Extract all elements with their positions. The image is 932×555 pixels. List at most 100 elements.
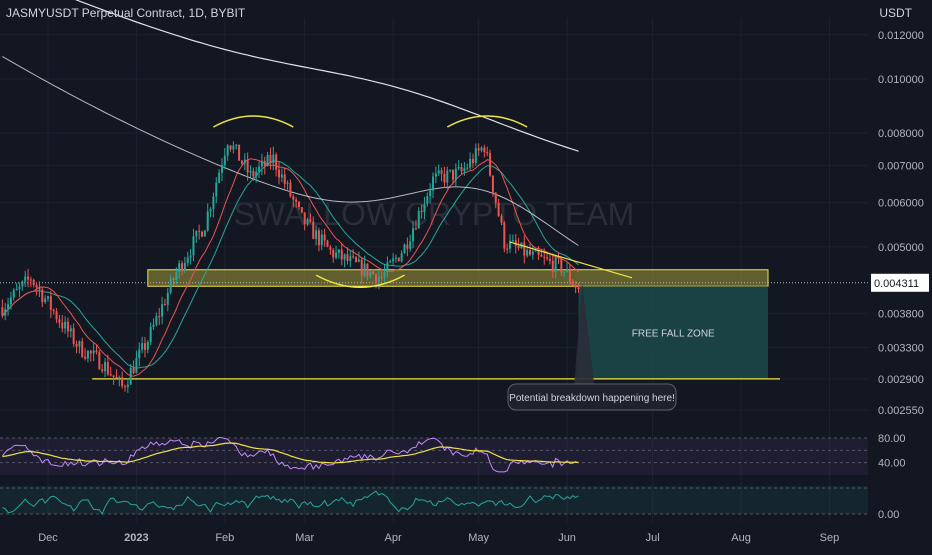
candle-body — [69, 328, 72, 332]
candle-body — [209, 208, 212, 212]
time-axis: Dec 2023 Feb Mar Apr May Jun Jul Aug Sep — [38, 532, 839, 544]
candle-body — [420, 210, 423, 213]
candle-body — [343, 254, 346, 260]
candle-body — [571, 281, 574, 285]
candle-body — [551, 260, 554, 273]
candle-body — [566, 269, 569, 272]
rsi-band — [0, 438, 868, 475]
price-tick-label: 0.008000 — [878, 128, 924, 140]
candle-body — [129, 368, 132, 385]
candle-body — [577, 287, 580, 290]
candle-body — [534, 250, 537, 252]
candle-body — [474, 148, 477, 164]
candle-body — [306, 219, 309, 225]
candle-body — [480, 147, 483, 151]
osc-band — [0, 486, 868, 514]
candle-body — [332, 249, 335, 258]
candle-body — [446, 170, 449, 183]
candle-body — [346, 254, 349, 261]
candle-body — [374, 274, 377, 283]
candle-body — [52, 309, 55, 312]
candle-body — [309, 219, 312, 222]
candle-body — [75, 343, 78, 347]
candle-body — [138, 349, 141, 359]
currency-label: USDT — [879, 6, 912, 20]
free-fall-zone-label: FREE FALL ZONE — [632, 329, 715, 340]
oscillator-panel: 0.00 — [0, 486, 899, 521]
candle-body — [463, 168, 466, 172]
left-shoulder-arc — [213, 115, 294, 128]
candle-body — [383, 272, 386, 278]
price-tick-label: 0.006000 — [878, 198, 924, 210]
candle-body — [449, 169, 452, 171]
candle-body — [537, 250, 540, 255]
time-tick-label: Jun — [558, 532, 576, 544]
candle-body — [243, 159, 246, 164]
candle-body — [363, 263, 366, 276]
candle-body — [206, 211, 209, 231]
candle-body — [457, 166, 460, 169]
candle-body — [292, 196, 295, 200]
current-price-label: 0.004311 — [874, 278, 919, 290]
candle-body — [514, 240, 517, 246]
candle-body — [389, 261, 392, 263]
candle-body — [320, 234, 323, 246]
candle-body — [249, 170, 252, 173]
candle-body — [163, 304, 166, 306]
candle-body — [218, 172, 221, 183]
candle-body — [81, 341, 84, 357]
descending-trendline — [509, 241, 633, 279]
candle-body — [66, 321, 69, 332]
candle-body — [489, 152, 492, 176]
candle-body — [412, 228, 415, 242]
candle-body — [295, 199, 298, 202]
candle-body — [7, 304, 10, 310]
symbol-title: JASMYUSDT Perpetual Contract, 1D, BYBIT — [6, 6, 246, 20]
price-tick-label: 0.012000 — [878, 30, 924, 42]
candle-body — [443, 173, 446, 183]
price-tick-label: 0.002900 — [878, 374, 924, 386]
free-fall-zone-box — [578, 286, 768, 379]
candle-body — [58, 319, 61, 323]
candle-body — [483, 147, 486, 152]
candle-body — [432, 176, 435, 191]
rsi-line — [2, 436, 579, 473]
candle-body — [126, 384, 129, 387]
candle-body — [84, 356, 87, 359]
osc-tick-label: 0.00 — [878, 509, 899, 521]
candle-body — [92, 350, 95, 354]
candle-body — [409, 241, 412, 249]
candle-body — [517, 245, 520, 249]
candle-body — [400, 253, 403, 262]
candle-body — [275, 154, 278, 170]
candle-body — [417, 210, 420, 229]
candle-body — [466, 167, 469, 169]
candle-body — [78, 341, 81, 347]
time-tick-label: Jul — [646, 532, 660, 544]
candle-body — [15, 288, 18, 291]
candle-body — [280, 174, 283, 178]
candle-body — [9, 297, 12, 305]
candle-body — [377, 277, 380, 283]
free-fall-zone — [0, 269, 868, 380]
candle-body — [195, 230, 198, 237]
price-axis: 0.012000 0.010000 0.008000 0.007000 0.006000… — [871, 30, 929, 417]
candle-body — [315, 230, 318, 239]
candle-body — [212, 196, 215, 209]
candle-body — [526, 250, 529, 256]
rsi-tick-label: 80.00 — [878, 433, 906, 445]
candle-body — [477, 148, 480, 151]
candle-body — [260, 160, 263, 167]
candle-body — [49, 296, 52, 310]
rsi-ma-line — [2, 442, 579, 464]
candle-body — [440, 170, 443, 174]
candles — [1, 141, 580, 393]
rsi-panel: 80.00 40.00 — [0, 433, 906, 475]
candle-body — [454, 168, 457, 180]
candle-body — [297, 201, 300, 208]
candle-body — [369, 271, 372, 277]
candle-body — [232, 145, 235, 150]
candle-body — [286, 182, 289, 184]
candle-body — [12, 290, 15, 298]
